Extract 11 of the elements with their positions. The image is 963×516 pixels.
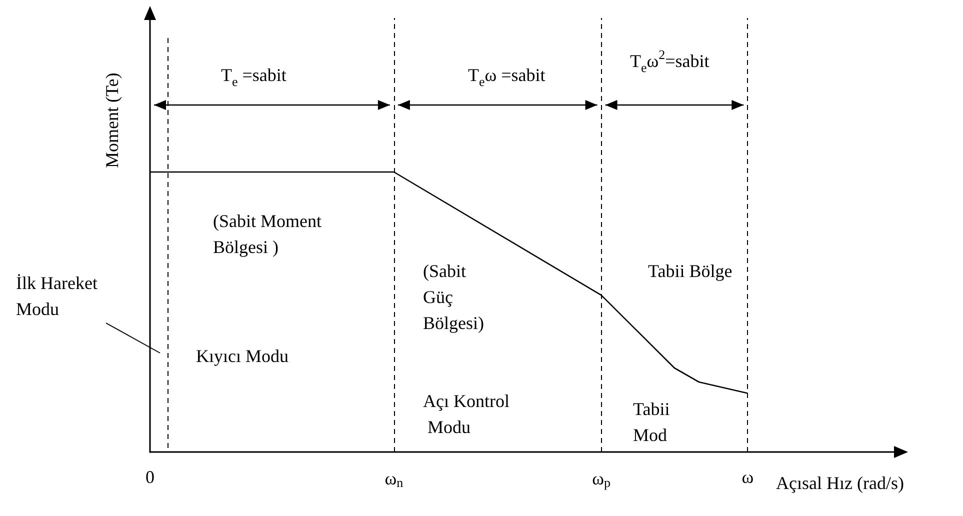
annotation: (Sabit Moment Bölgesi ) <box>213 211 326 257</box>
annotation: (Sabit Güç Bölgesi) <box>423 261 484 333</box>
x-tick-label: ω <box>742 467 754 487</box>
y-axis-title: Moment (Te) <box>102 72 122 168</box>
annotation: Tabii Bölge <box>648 261 732 281</box>
x-axis-title: Açısal Hız (rad/s) <box>776 473 904 493</box>
annotation: Tabii Mod <box>633 399 674 445</box>
annotation: Açı Kontrol Modu <box>423 391 510 437</box>
x-tick-label: 0 <box>146 467 154 487</box>
text: İlk Hareket Modu <box>16 273 102 319</box>
annotation: Kıyıcı Modu <box>196 346 288 366</box>
